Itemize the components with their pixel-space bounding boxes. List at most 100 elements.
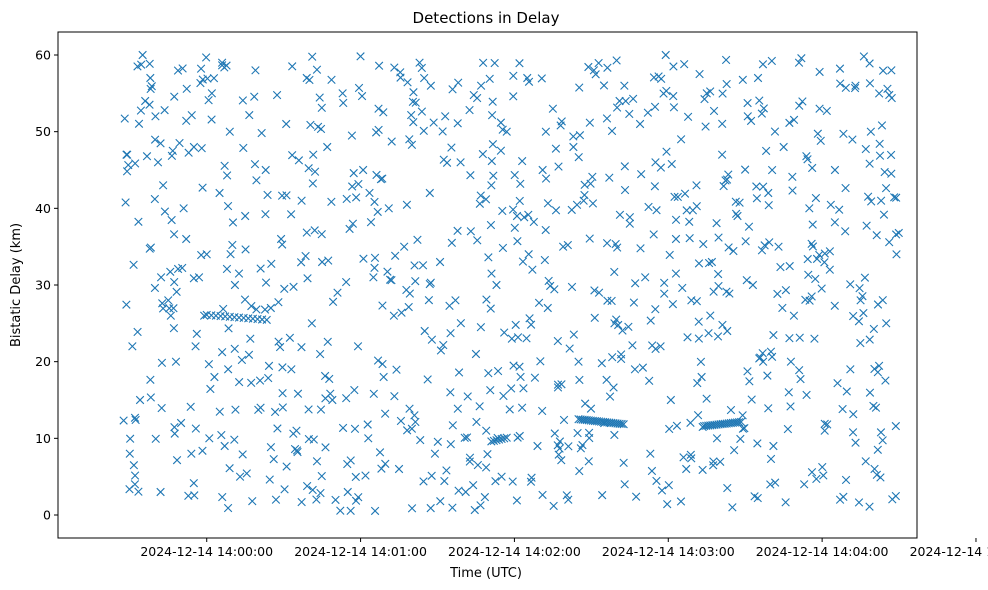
detection-point bbox=[342, 194, 351, 204]
detection-point bbox=[841, 227, 850, 236]
x-tick-label: 2024-12-14 14:05:00 bbox=[910, 544, 988, 559]
detection-point bbox=[241, 245, 250, 254]
detection-point bbox=[808, 163, 817, 173]
detection-point bbox=[602, 375, 611, 385]
detection-point bbox=[773, 289, 782, 299]
detection-point bbox=[225, 127, 234, 136]
detection-point bbox=[465, 105, 474, 115]
detection-point bbox=[312, 457, 322, 466]
detection-point bbox=[210, 372, 219, 382]
detection-point bbox=[353, 342, 363, 351]
detection-point bbox=[586, 404, 596, 413]
detection-point bbox=[326, 389, 335, 398]
detection-point bbox=[472, 93, 482, 103]
detection-point bbox=[615, 96, 624, 106]
detection-point bbox=[701, 122, 710, 131]
detection-point bbox=[285, 333, 295, 342]
detection-point bbox=[493, 366, 503, 376]
detection-point bbox=[338, 89, 347, 98]
y-tick-label: 50 bbox=[35, 124, 51, 139]
detection-point bbox=[588, 199, 598, 208]
detection-point bbox=[842, 387, 851, 396]
detection-point bbox=[135, 395, 145, 405]
detection-point bbox=[695, 69, 704, 79]
detection-point bbox=[364, 434, 373, 443]
detection-point bbox=[438, 127, 447, 136]
detection-point bbox=[125, 485, 134, 494]
detection-point bbox=[310, 167, 320, 176]
detection-point bbox=[257, 128, 266, 138]
detection-point bbox=[584, 62, 593, 72]
detection-point bbox=[518, 257, 528, 266]
detection-point bbox=[197, 144, 206, 153]
detection-point bbox=[515, 196, 524, 206]
detection-point bbox=[343, 459, 352, 469]
detection-point bbox=[625, 219, 635, 228]
y-axis-ticks: 0 10 20 30 40 50 60 bbox=[35, 48, 58, 523]
detection-point bbox=[244, 350, 254, 359]
detection-point bbox=[321, 443, 330, 452]
detection-point bbox=[426, 503, 435, 513]
detection-point bbox=[612, 56, 621, 65]
detection-point bbox=[315, 93, 324, 102]
detection-point bbox=[856, 296, 865, 305]
detection-point bbox=[830, 301, 839, 310]
detection-point bbox=[343, 487, 352, 497]
detection-point bbox=[225, 464, 234, 473]
detection-point bbox=[198, 183, 207, 192]
detection-point bbox=[825, 247, 835, 256]
detection-point bbox=[316, 405, 326, 414]
detection-point bbox=[245, 110, 254, 120]
detection-point bbox=[440, 476, 449, 486]
detection-point bbox=[702, 394, 711, 403]
detection-point bbox=[769, 330, 778, 340]
detection-point bbox=[323, 337, 332, 347]
detection-point bbox=[230, 344, 239, 354]
detection-point bbox=[734, 417, 744, 427]
detection-point bbox=[436, 346, 446, 355]
detection-point bbox=[426, 81, 436, 90]
detection-point bbox=[145, 59, 154, 69]
detection-point bbox=[172, 287, 181, 297]
detection-point bbox=[346, 506, 355, 516]
detection-point bbox=[659, 89, 668, 98]
detection-point bbox=[153, 158, 163, 167]
detection-point bbox=[172, 455, 182, 465]
detection-point bbox=[887, 66, 896, 75]
detection-point bbox=[753, 493, 762, 503]
detection-point bbox=[147, 82, 156, 91]
detection-point bbox=[759, 104, 769, 113]
detection-point bbox=[473, 236, 482, 245]
detection-point bbox=[359, 254, 368, 263]
y-axis-label: Bistatic Delay (km) bbox=[9, 223, 24, 347]
detection-point bbox=[415, 58, 424, 67]
detection-point bbox=[752, 182, 761, 191]
detection-point bbox=[591, 70, 600, 79]
detection-point bbox=[597, 359, 607, 368]
detection-point bbox=[839, 492, 848, 502]
detection-point bbox=[408, 97, 418, 107]
detection-point bbox=[794, 366, 804, 375]
detection-point bbox=[798, 97, 807, 106]
detection-point bbox=[384, 204, 393, 213]
detection-point bbox=[873, 445, 882, 454]
detection-point bbox=[439, 155, 448, 164]
detection-point bbox=[378, 174, 387, 183]
detection-point bbox=[471, 349, 481, 359]
detection-point bbox=[638, 363, 648, 372]
detection-point bbox=[757, 246, 767, 255]
detection-point bbox=[820, 249, 830, 258]
detection-point bbox=[602, 239, 612, 248]
detection-point bbox=[541, 127, 551, 136]
detection-point bbox=[663, 499, 672, 509]
detection-point bbox=[746, 116, 756, 126]
detection-point bbox=[673, 192, 683, 202]
detection-point bbox=[490, 58, 499, 68]
detection-point bbox=[669, 91, 678, 101]
detection-point bbox=[839, 129, 848, 139]
detection-point bbox=[173, 66, 183, 75]
detection-point bbox=[597, 490, 607, 500]
detection-point bbox=[797, 54, 806, 63]
detection-point bbox=[442, 466, 451, 475]
detection-point bbox=[470, 505, 479, 515]
